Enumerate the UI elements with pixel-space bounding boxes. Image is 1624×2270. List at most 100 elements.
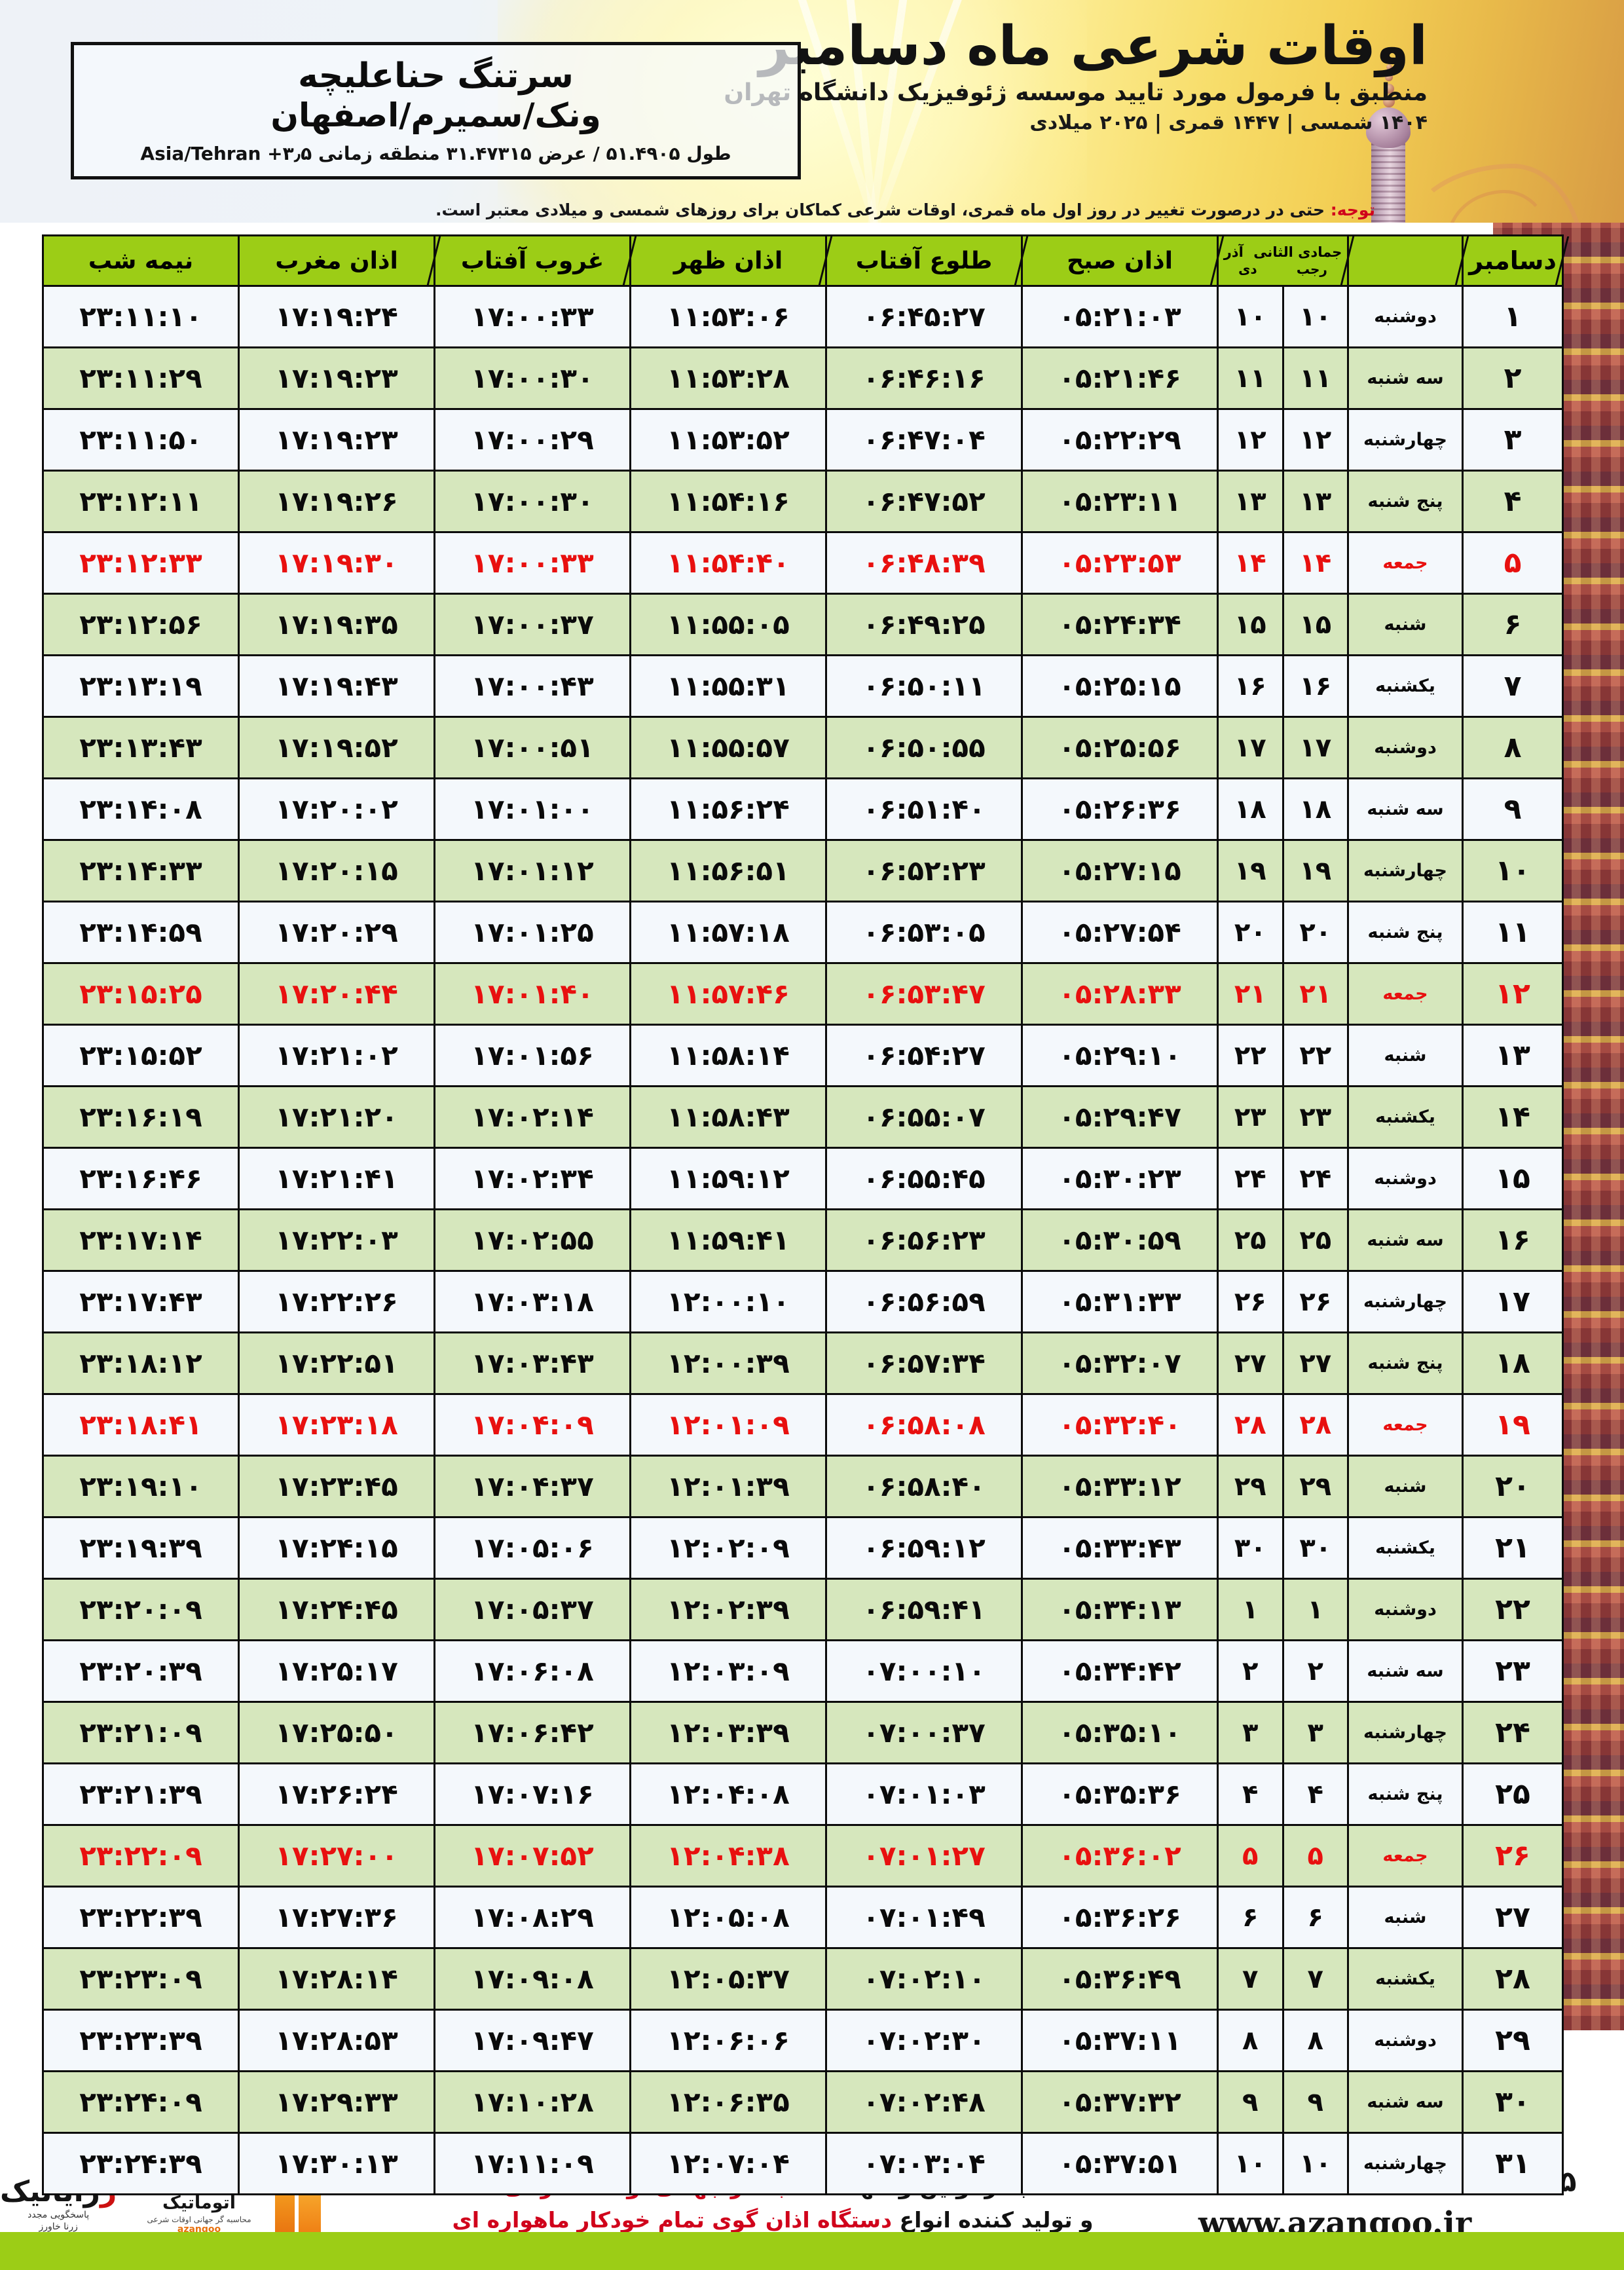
cell-midnight-time: ۲۳:۱۲:۳۳ [42,531,240,595]
cell-gregorian-day: ۵ [1462,531,1564,595]
cell-lunar-day: ۱۷ [1217,716,1284,779]
cell-sunrise-time: ۰۶:۵۳:۰۵ [825,901,1023,964]
cell-solar-day: ۸ [1282,2009,1349,2072]
cell-dhuhr-time: ۱۱:۵۷:۴۶ [629,962,827,1026]
cell-gregorian-day: ۲۸ [1462,1947,1564,2011]
cell-midnight-time: ۲۳:۱۲:۵۶ [42,593,240,656]
cell-solar-day: ۲۶ [1282,1270,1349,1333]
table-body: ۱ دوشنبه ۱۰ ۱۰ ۰۵:۲۱:۰۳ ۰۶:۴۵:۲۷ ۱۱:۵۳:۰۶ ۱۷:۰۰… [42,285,1564,2195]
cell-solar-day: ۲۳ [1282,1085,1349,1149]
table-row: ۶ شنبه ۱۵ ۱۵ ۰۵:۲۴:۳۴ ۰۶:۴۹:۲۵ ۱۱:۵۵:۰۵ ۱۷:۰۰:۳… [42,593,1564,656]
cell-dhuhr-time: ۱۱:۵۸:۴۳ [629,1085,827,1149]
cell-gregorian-day: ۱۸ [1462,1331,1564,1395]
cell-dhuhr-time: ۱۲:۰۶:۰۶ [629,2009,827,2072]
table-row: ۸ دوشنبه ۱۷ ۱۷ ۰۵:۲۵:۵۶ ۰۶:۵۰:۵۵ ۱۱:۵۵:۵۷ ۱۷:۰۰… [42,716,1564,779]
cell-dhuhr-time: ۱۱:۵۶:۵۱ [629,839,827,902]
cell-maghrib-time: ۱۷:۲۹:۳۳ [238,2070,435,2134]
cell-midnight-time: ۲۳:۲۲:۳۹ [42,1886,240,1949]
cell-sunset-time: ۱۷:۰۵:۳۷ [434,1578,631,1641]
cell-fajr-time: ۰۵:۲۲:۲۹ [1021,408,1219,472]
cell-lunar-day: ۲۲ [1217,1024,1284,1087]
cell-gregorian-day: ۲۰ [1462,1455,1564,1518]
cell-lunar-day: ۱۳ [1217,470,1284,533]
cell-gregorian-day: ۱۹ [1462,1393,1564,1457]
cell-sunrise-time: ۰۷:۰۰:۳۷ [825,1701,1023,1764]
column-header-maghrib: اذان مغرب [238,234,435,287]
cell-midnight-time: ۲۳:۲۴:۰۹ [42,2070,240,2134]
cell-solar-day: ۱۹ [1282,839,1349,902]
cell-sunset-time: ۱۷:۰۳:۱۸ [434,1270,631,1333]
cell-fajr-time: ۰۵:۲۷:۱۵ [1021,839,1219,902]
cell-fajr-time: ۰۵:۲۵:۵۶ [1021,716,1219,779]
column-header-fajr: اذان صبح [1021,234,1219,287]
cell-midnight-time: ۲۳:۱۳:۱۹ [42,654,240,718]
cell-gregorian-day: ۲۹ [1462,2009,1564,2072]
table-row: ۵ جمعه ۱۴ ۱۴ ۰۵:۲۳:۵۳ ۰۶:۴۸:۳۹ ۱۱:۵۴:۴۰ ۱۷:۰۰:۳… [42,531,1564,595]
cell-weekday-name: سه شنبه [1347,2070,1464,2134]
table-row: ۱۲ جمعه ۲۱ ۲۱ ۰۵:۲۸:۳۳ ۰۶:۵۳:۴۷ ۱۱:۵۷:۴۶ ۱۷:۰۱:… [42,962,1564,1026]
cell-solar-day: ۳۰ [1282,1516,1349,1580]
column-header-lunar-bottom: رجب [1296,261,1327,277]
cell-lunar-day: ۱۱ [1217,346,1284,410]
cell-weekday-name: پنج شنبه [1347,1331,1464,1395]
azangoo-name-en: azangoo [177,2223,221,2235]
cell-weekday-name: جمعه [1347,1393,1464,1457]
cell-weekday-name: سه شنبه [1347,1639,1464,1703]
cell-dhuhr-time: ۱۱:۵۷:۱۸ [629,901,827,964]
cell-solar-day: ۱۳ [1282,470,1349,533]
cell-midnight-time: ۲۳:۱۴:۳۳ [42,839,240,902]
cell-midnight-time: ۲۳:۲۴:۳۹ [42,2132,240,2195]
cell-maghrib-time: ۱۷:۲۱:۴۱ [238,1147,435,1210]
table-row: ۲۹ دوشنبه ۸ ۸ ۰۵:۳۷:۱۱ ۰۷:۰۲:۳۰ ۱۲:۰۶:۰۶ ۱۷:۰۹:… [42,2009,1564,2072]
cell-midnight-time: ۲۳:۲۰:۳۹ [42,1639,240,1703]
cell-solar-day: ۴ [1282,1762,1349,1826]
cell-midnight-time: ۲۳:۱۴:۰۸ [42,777,240,841]
prayer-times-table: دسامبر جمادی الثانی آذر رجب دی اذان [42,234,1564,2195]
cell-solar-day: ۲ [1282,1639,1349,1703]
cell-gregorian-day: ۴ [1462,470,1564,533]
table-row: ۲ سه شنبه ۱۱ ۱۱ ۰۵:۲۱:۴۶ ۰۶:۴۶:۱۶ ۱۱:۵۳:۲۸ ۱۷:۰… [42,346,1564,410]
cell-sunrise-time: ۰۷:۰۲:۳۰ [825,2009,1023,2072]
cell-fajr-time: ۰۵:۲۸:۳۳ [1021,962,1219,1026]
cell-maghrib-time: ۱۷:۳۰:۱۳ [238,2132,435,2195]
cell-solar-day: ۲۹ [1282,1455,1349,1518]
cell-solar-day: ۲۸ [1282,1393,1349,1457]
cell-sunset-time: ۱۷:۰۹:۴۷ [434,2009,631,2072]
table-row: ۳۰ سه شنبه ۹ ۹ ۰۵:۳۷:۳۲ ۰۷:۰۲:۴۸ ۱۲:۰۶:۳۵ ۱۷:۱۰… [42,2070,1564,2134]
column-header-solar-bottom: دی [1238,261,1257,277]
cell-sunset-time: ۱۷:۰۸:۲۹ [434,1886,631,1949]
cell-lunar-day: ۲۱ [1217,962,1284,1026]
cell-sunrise-time: ۰۶:۴۵:۲۷ [825,285,1023,348]
table-row: ۲۷ شنبه ۶ ۶ ۰۵:۳۶:۲۶ ۰۷:۰۱:۴۹ ۱۲:۰۵:۰۸ ۱۷:۰۸:۲۹… [42,1886,1564,1949]
marketing-line-2: و تولید کننده انواع دستگاه اذان گوی تمام… [419,2203,1126,2237]
cell-maghrib-time: ۱۷:۲۴:۱۵ [238,1516,435,1580]
cell-sunrise-time: ۰۶:۵۷:۳۴ [825,1331,1023,1395]
cell-sunrise-time: ۰۶:۵۵:۴۵ [825,1147,1023,1210]
cell-sunrise-time: ۰۶:۴۸:۳۹ [825,531,1023,595]
cell-gregorian-day: ۲۶ [1462,1824,1564,1888]
table-row: ۱۰ چهارشنبه ۱۹ ۱۹ ۰۵:۲۷:۱۵ ۰۶:۵۲:۲۳ ۱۱:۵۶:۵۱ ۱۷… [42,839,1564,902]
table-row: ۲۰ شنبه ۲۹ ۲۹ ۰۵:۳۳:۱۲ ۰۶:۵۸:۴۰ ۱۲:۰۱:۳۹ ۱۷:۰۴:… [42,1455,1564,1518]
cell-midnight-time: ۲۳:۱۱:۲۹ [42,346,240,410]
cell-fajr-time: ۰۵:۲۵:۱۵ [1021,654,1219,718]
cell-maghrib-time: ۱۷:۲۵:۱۷ [238,1639,435,1703]
cell-sunrise-time: ۰۷:۰۲:۱۰ [825,1947,1023,2011]
cell-weekday-name: چهارشنبه [1347,408,1464,472]
cell-sunset-time: ۱۷:۰۰:۵۱ [434,716,631,779]
cell-lunar-day: ۱۴ [1217,531,1284,595]
cell-solar-day: ۱۰ [1282,2132,1349,2195]
prayer-times-table-wrapper: دسامبر جمادی الثانی آذر رجب دی اذان [42,234,1564,2195]
cell-midnight-time: ۲۳:۱۹:۱۰ [42,1455,240,1518]
cell-maghrib-time: ۱۷:۲۱:۲۰ [238,1085,435,1149]
cell-sunrise-time: ۰۶:۵۰:۱۱ [825,654,1023,718]
cell-fajr-time: ۰۵:۳۴:۱۳ [1021,1578,1219,1641]
cell-fajr-time: ۰۵:۲۹:۴۷ [1021,1085,1219,1149]
cell-fajr-time: ۰۵:۲۱:۴۶ [1021,346,1219,410]
table-row: ۱۱ پنج شنبه ۲۰ ۲۰ ۰۵:۲۷:۵۴ ۰۶:۵۳:۰۵ ۱۱:۵۷:۱۸ ۱۷… [42,901,1564,964]
table-row: ۱ دوشنبه ۱۰ ۱۰ ۰۵:۲۱:۰۳ ۰۶:۴۵:۲۷ ۱۱:۵۳:۰۶ ۱۷:۰۰… [42,285,1564,348]
cell-weekday-name: یکشنبه [1347,1947,1464,2011]
cell-fajr-time: ۰۵:۳۲:۴۰ [1021,1393,1219,1457]
cell-fajr-time: ۰۵:۳۴:۴۲ [1021,1639,1219,1703]
note-label: توجه: [1330,200,1375,219]
cell-sunrise-time: ۰۶:۵۴:۲۷ [825,1024,1023,1087]
